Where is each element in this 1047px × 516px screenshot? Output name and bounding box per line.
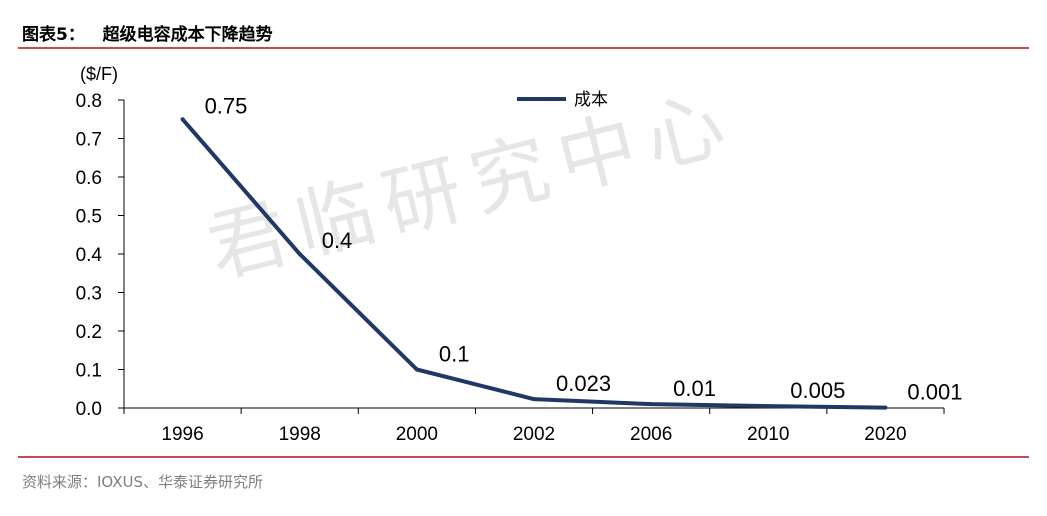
data-label: 0.75 xyxy=(205,93,248,118)
x-tick-label: 2010 xyxy=(747,424,789,445)
x-axis-ticks: 1996 1998 2000 2002 2006 2010 2020 xyxy=(123,408,945,445)
x-tick-label: 2002 xyxy=(513,424,555,445)
title-divider xyxy=(18,47,1029,49)
y-tick-label: 0.5 xyxy=(76,207,102,228)
data-labels: 0.75 0.4 0.1 0.023 0.01 0.005 0.001 xyxy=(205,93,963,404)
x-tick-label: 2020 xyxy=(864,424,906,445)
chart-axes xyxy=(123,100,944,409)
y-tick-label: 0.3 xyxy=(76,284,102,305)
data-point xyxy=(414,367,419,372)
source-divider xyxy=(18,456,1029,458)
legend-label: 成本 xyxy=(574,90,608,110)
data-label: 0.001 xyxy=(907,380,962,405)
y-tick-label: 0.8 xyxy=(76,91,102,112)
y-tick-label: 0.4 xyxy=(76,245,103,266)
y-tick-label: 0.7 xyxy=(76,130,102,151)
source-note: 资料来源：IOXUS、华泰证券研究所 xyxy=(22,473,264,491)
data-label: 0.1 xyxy=(439,342,470,367)
figure-title: 图表5： 超级电容成本下降趋势 xyxy=(22,25,273,45)
chart-legend: 成本 xyxy=(517,90,608,110)
y-tick-label: 0.1 xyxy=(76,361,102,382)
x-tick-label: 2006 xyxy=(630,424,672,445)
x-tick-label: 1996 xyxy=(161,424,203,445)
data-point xyxy=(649,402,654,407)
series-group xyxy=(180,117,888,410)
y-tick-label: 0.0 xyxy=(76,399,102,420)
data-point xyxy=(180,117,185,122)
x-tick-label: 1998 xyxy=(279,424,321,445)
data-label: 0.01 xyxy=(673,376,716,401)
series-line-cost xyxy=(181,117,886,410)
data-label: 0.023 xyxy=(556,371,611,396)
data-label: 0.005 xyxy=(790,378,845,403)
data-point xyxy=(297,252,302,256)
data-point xyxy=(532,397,536,402)
x-tick-label: 2000 xyxy=(396,424,438,445)
y-axis-unit: ($/F) xyxy=(80,64,118,84)
y-tick-label: 0.2 xyxy=(76,322,102,343)
data-label: 0.4 xyxy=(322,228,353,253)
y-axis-ticks: 0.0 0.1 0.2 0.3 0.4 0.5 0.6 0.7 0.8 xyxy=(76,91,124,420)
y-tick-label: 0.6 xyxy=(76,168,102,189)
data-point xyxy=(883,405,888,410)
data-point xyxy=(766,404,771,409)
